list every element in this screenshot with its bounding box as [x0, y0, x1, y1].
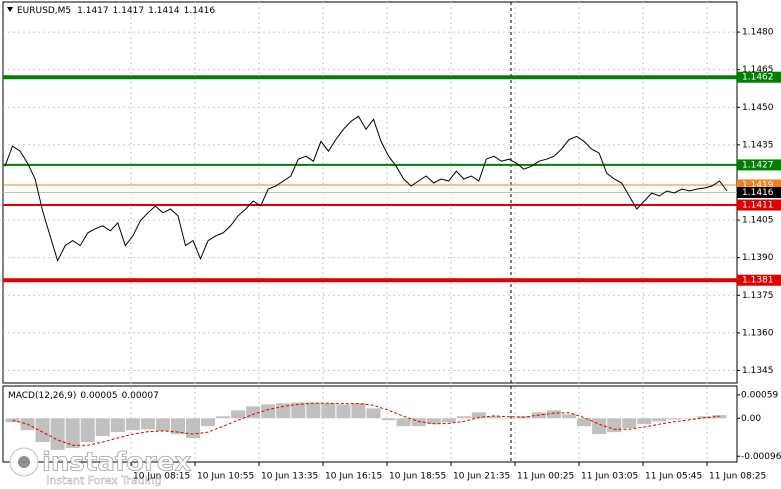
y-tick-label: 1.1390: [742, 253, 774, 263]
macd-bar: [246, 406, 261, 419]
level-label-bg: [737, 71, 781, 83]
macd-bar: [35, 418, 50, 443]
symbol: EURUSD,M5: [17, 6, 71, 16]
macd-bar: [125, 418, 140, 431]
macd-bar: [170, 418, 185, 435]
level-label-bg: [737, 199, 781, 211]
x-tick-label: 11 Jun 08:25: [709, 472, 766, 482]
macd-header: MACD(12,26,9) 0.00005 0.00007: [8, 391, 159, 401]
x-tick-label: 10 Jun 18:55: [389, 472, 446, 482]
level-label-bg: [737, 187, 781, 198]
macd-y-tick-label: 0.00: [741, 414, 761, 424]
y-tick-label: 1.1360: [742, 328, 774, 338]
macd-bar: [441, 418, 456, 423]
macd-bar: [65, 418, 80, 448]
macd-bar: [336, 404, 351, 419]
macd-bar: [140, 418, 155, 430]
macd-bar: [276, 403, 291, 419]
signal-line: [12, 402, 720, 446]
logo-core: [18, 456, 30, 468]
close: 1.1416: [184, 6, 216, 16]
macd-bar: [652, 418, 667, 422]
macd-bar: [637, 418, 652, 425]
macd-bar: [50, 418, 65, 450]
tagline: Instant Forex Trading: [46, 474, 162, 487]
macd-bar: [456, 416, 471, 419]
level-label-bg: [737, 159, 781, 171]
macd-bar: [577, 418, 592, 427]
level-label: 1.1411: [742, 201, 774, 211]
x-tick-label: 10 Jun 13:35: [261, 472, 318, 482]
macd-bar: [231, 410, 246, 419]
price-line: [4, 115, 728, 263]
macd-bar: [291, 402, 306, 419]
macd-bar: [261, 404, 276, 419]
chart-header: EURUSD,M5 1.1417 1.1417 1.1414 1.1416: [17, 6, 215, 16]
macd-bar: [80, 418, 95, 443]
y-tick-label: 1.1480: [742, 28, 774, 38]
macd-bar: [667, 418, 682, 420]
y-tick-label: 1.1465: [742, 65, 774, 75]
plot: [3, 75, 737, 450]
macd-bar: [697, 416, 712, 419]
macd-value: 0.00005: [80, 391, 117, 401]
watermark: instaforex Instant Forex Trading: [9, 447, 192, 487]
y-tick-label: 1.1435: [742, 140, 774, 150]
macd-bar: [562, 414, 577, 419]
macd-bar: [351, 403, 366, 419]
macd-bar: [155, 418, 170, 431]
macd-bar: [95, 418, 110, 437]
level-label: 1.1381: [742, 276, 774, 286]
y-tick-label: 1.1375: [742, 291, 774, 301]
macd-bar: [501, 418, 516, 419]
macd-bar: [110, 418, 125, 433]
x-tick-label: 10 Jun 08:15: [133, 472, 190, 482]
macd-title: MACD(12,26,9): [8, 391, 76, 401]
brand: instaforex: [42, 448, 192, 478]
signal-value: 0.00007: [122, 391, 159, 401]
macd-bar: [201, 418, 216, 427]
x-tick-label: 10 Jun 10:55: [197, 472, 254, 482]
high: 1.1417: [113, 6, 145, 16]
macd-bar: [306, 402, 321, 419]
macd-bar: [547, 410, 562, 419]
open: 1.1417: [77, 6, 109, 16]
macd-y-tick-label: 0.00059: [741, 390, 778, 400]
macd-bar: [186, 418, 201, 439]
x-tick-label: 11 Jun 00:25: [517, 472, 574, 482]
low: 1.1414: [148, 6, 180, 16]
macd-bar: [366, 408, 381, 419]
macd-bar: [622, 418, 637, 429]
x-tick-label: 11 Jun 05:45: [645, 472, 702, 482]
x-tick-label: 10 Jun 16:15: [325, 472, 382, 482]
level-label-bg: [737, 179, 781, 191]
level-label: 1.1416: [742, 188, 774, 198]
macd-bar: [216, 416, 231, 419]
y-tick-label: 1.1345: [742, 366, 774, 376]
menu-triangle: [7, 7, 13, 12]
x-tick-label: 11 Jun 03:05: [581, 472, 638, 482]
level-label: 1.1427: [742, 160, 774, 170]
macd-bar: [381, 418, 396, 421]
y-tick-label: 1.1450: [742, 103, 774, 113]
y-tick-label: 1.1405: [742, 216, 774, 226]
x-tick-label: 10 Jun 21:35: [453, 472, 510, 482]
macd-bar: [471, 412, 486, 419]
level-label-bg: [737, 274, 781, 286]
macd-bar: [486, 416, 501, 419]
macd-bar: [682, 418, 697, 419]
macd-bar: [396, 418, 411, 427]
macd-bar: [426, 418, 441, 425]
macd-bar: [607, 418, 622, 433]
macd-bar: [321, 403, 336, 419]
macd-bar: [411, 418, 426, 427]
level-label: 1.1419: [742, 180, 774, 190]
macd-y-tick-label: -0.00096: [741, 452, 781, 462]
level-label: 1.1462: [742, 73, 774, 83]
